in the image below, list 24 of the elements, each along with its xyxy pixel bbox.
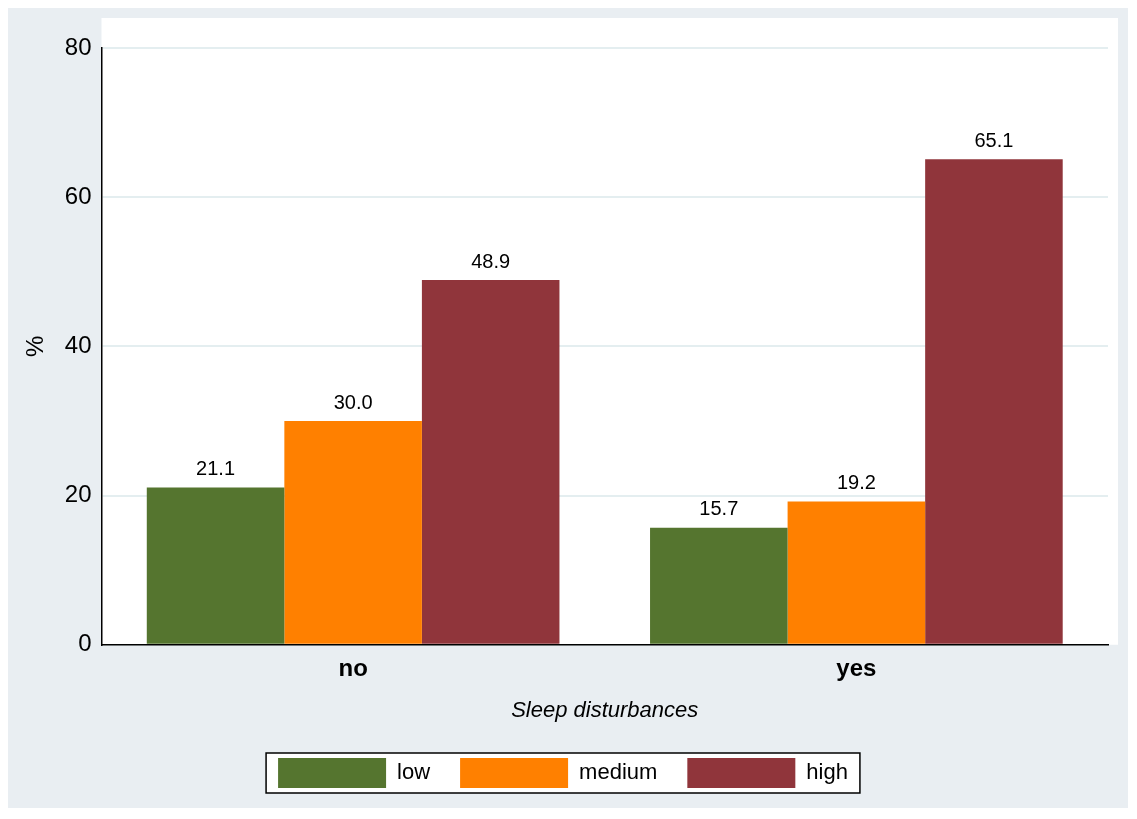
y-tick-label: 60 <box>64 181 92 209</box>
y-tick-label: 20 <box>64 480 92 508</box>
x-axis-title: Sleep disturbances <box>511 696 699 722</box>
bar <box>284 421 422 644</box>
x-tick-label: yes <box>836 653 877 681</box>
data-label: 19.2 <box>836 471 876 494</box>
bar <box>925 159 1063 644</box>
y-tick-label: 40 <box>64 331 92 359</box>
y-tick-label: 80 <box>64 32 92 60</box>
data-label: 48.9 <box>471 249 511 272</box>
data-label: 21.1 <box>196 456 236 479</box>
y-axis-title: % <box>21 335 49 358</box>
data-label: 30.0 <box>333 390 373 413</box>
legend-label: medium <box>579 759 658 785</box>
x-tick-label: no <box>338 653 368 681</box>
bar <box>146 487 285 644</box>
bar <box>787 501 926 644</box>
data-label: 65.1 <box>974 128 1014 151</box>
bar <box>650 527 788 644</box>
y-tick-label: 0 <box>78 629 92 657</box>
legend-label: high <box>806 759 848 785</box>
bar <box>421 280 560 644</box>
data-label: 15.7 <box>699 497 739 520</box>
legend-label: low <box>397 759 431 785</box>
